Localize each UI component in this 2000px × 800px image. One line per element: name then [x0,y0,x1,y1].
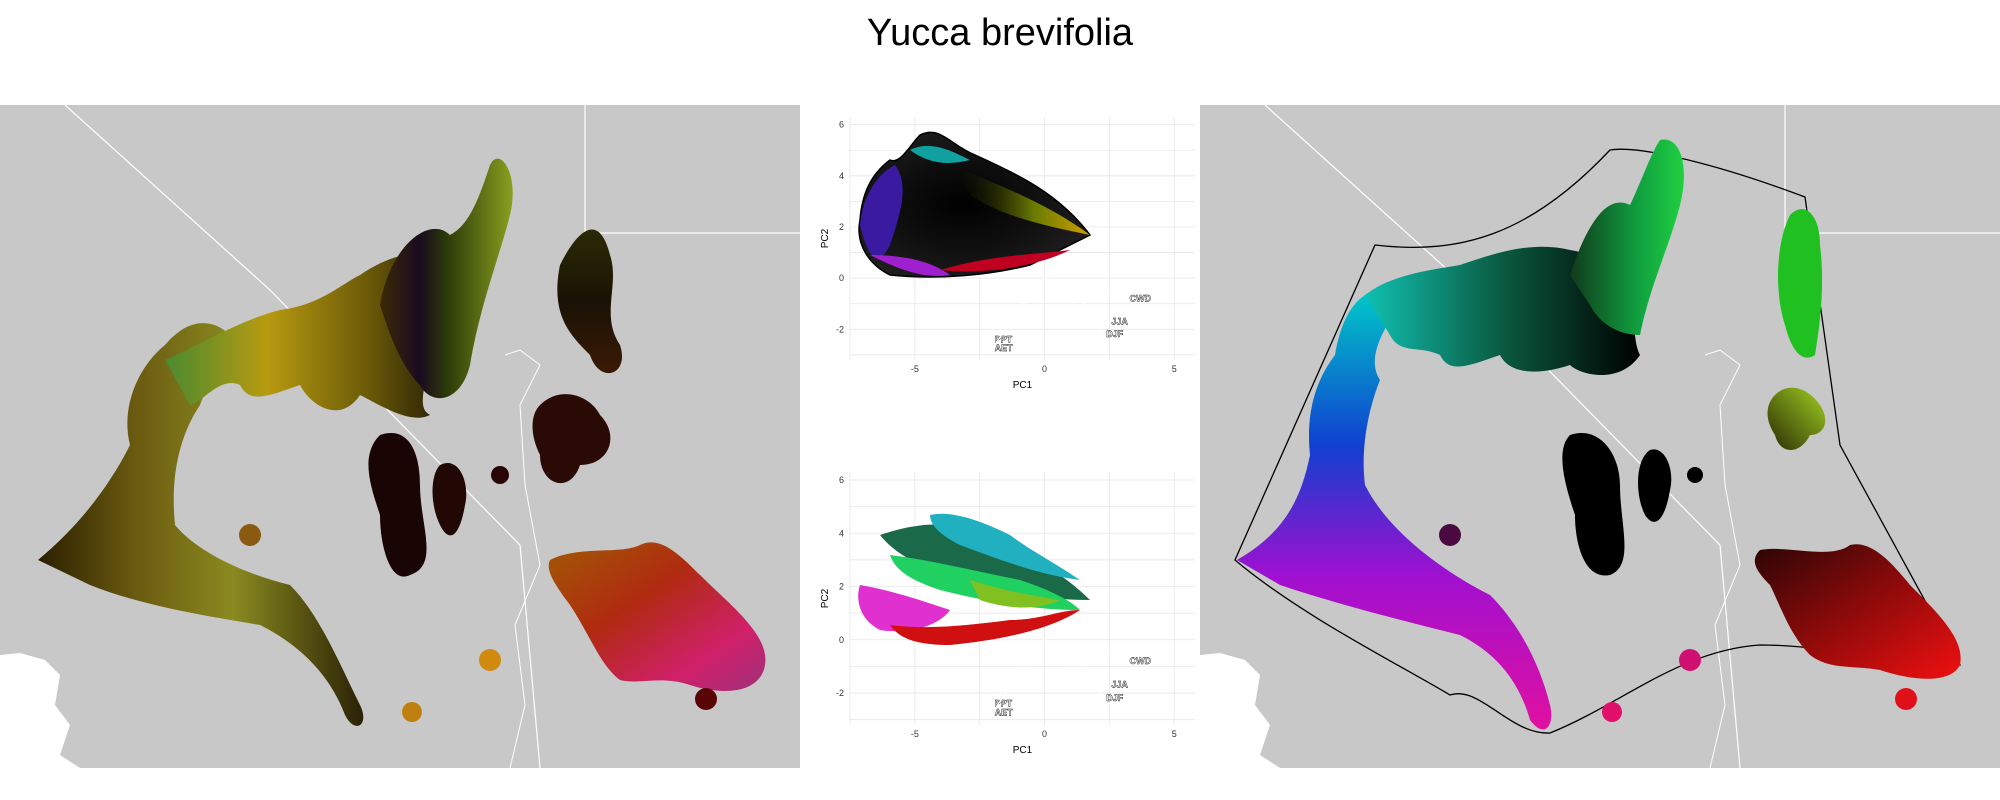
loading-arrow [1044,277,1110,321]
range-dot [479,649,501,671]
geographic-rgb-map [1200,104,2000,769]
range-dot [695,688,717,710]
range-patch-west [38,323,364,726]
y-tick-label: 2 [839,582,844,592]
range-patch-southeast [548,542,766,691]
loading-arrow [1044,277,1105,334]
pca-cloud-yellowgreen [970,580,1060,608]
range-dot [239,524,261,546]
pca-cloud-blue [860,165,903,259]
range-patch-northeast [1570,139,1684,335]
ocean [0,653,80,768]
loading-label: PPT [995,334,1013,344]
range-hull [1234,148,1961,734]
pca-cloud-magenta [858,585,950,632]
range-patch-east-2 [532,394,611,484]
ocean [1200,653,1280,768]
range-patch-west [1237,292,1552,730]
pca-scatter-top: -5 0 5 -2 0 2 4 6 PC1 PC2 CWD JJA DJF PPT AET [800,105,1200,405]
loading-arrow [1044,639,1128,661]
county-border [1704,349,1741,769]
loading-label: AET [995,343,1014,353]
pca-point-cloud [858,131,1092,278]
range-patch-east-2 [1767,387,1826,450]
x-tick-label: -5 [911,364,919,374]
y-tick-label: 4 [839,528,844,538]
range-patch-east [1778,209,1823,358]
y-tick-label: 0 [839,635,844,645]
loading-arrow [1044,639,1110,685]
loading-label: PPT [995,698,1013,708]
x-tick-label: 5 [1172,364,1177,374]
x-tick-label: 0 [1042,729,1047,739]
pca-cloud-red [940,250,1070,272]
county-border [504,349,541,769]
state-border [1264,104,1741,769]
range-dot [402,702,422,722]
range-patch-center [1562,433,1625,576]
range-dot [1439,524,1461,546]
y-tick-label: -2 [836,688,844,698]
state-border [64,104,541,769]
loading-label: CWD [1130,656,1152,666]
range-patch-north [1365,246,1640,375]
loading-arrow [1044,277,1128,298]
y-tick-label: 4 [839,171,844,181]
range-patch-southeast [1754,544,1961,679]
pca-cloud-magenta [870,255,950,276]
range-dot [1602,702,1622,722]
x-tick-label: 5 [1172,729,1177,739]
pca-cloud-red [890,610,1080,645]
y-tick-label: 2 [839,222,844,232]
pca-cloud-cyan [910,145,970,163]
map-right-svg [1200,104,2000,769]
climate-rgb-map [0,104,800,769]
range-dot [491,466,509,484]
y-tick-label: -2 [836,324,844,334]
x-axis-label: PC1 [1013,745,1033,756]
range-dot [1895,688,1917,710]
y-axis-label: PC2 [820,228,831,248]
y-tick-label: 6 [839,475,844,485]
range-patch-east [557,229,623,374]
range-patch-center [368,433,427,577]
x-tick-label: 0 [1042,364,1047,374]
range-patch-northeast [380,158,513,399]
loading-arrow [992,639,1045,703]
loading-label: DJF [1106,693,1124,703]
loading-label: CWD [1130,293,1152,303]
pca-scatter-bottom: -5 0 5 -2 0 2 4 6 PC1 PC2 CWD JJA DJF PPT AET [800,460,1200,770]
loading-arrow [992,277,1045,339]
loading-label: JJA [1111,316,1128,326]
range-patch-center-2 [432,463,467,536]
loading-label: JJA [1111,680,1128,690]
map-left-svg [0,104,800,769]
loading-arrow [992,277,1045,348]
loading-label: DJF [1106,329,1124,339]
y-axis-label: PC2 [820,588,831,608]
pca-cloud-cyan [930,513,1080,580]
figure-title: Yucca brevifolia [866,12,1134,54]
y-tick-label: 6 [839,120,844,130]
x-axis-label: PC1 [1013,380,1033,391]
range-dot [1687,467,1703,483]
x-tick-label: -5 [911,729,919,739]
loading-label: AET [995,708,1014,718]
range-dot [1679,649,1701,671]
loading-arrow [992,639,1045,712]
range-patch-center-2 [1638,449,1672,522]
pca-cloud-yellow [950,165,1090,235]
loading-arrow [1044,639,1105,698]
pca-cloud-darkgreen [880,524,1090,600]
y-tick-label: 0 [839,273,844,283]
